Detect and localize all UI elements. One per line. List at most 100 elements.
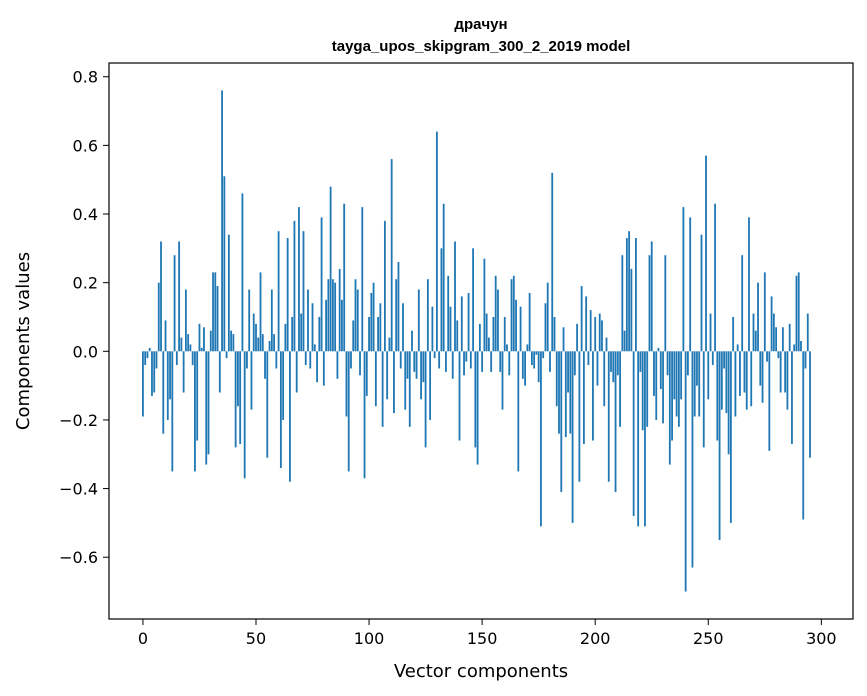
bar	[677, 351, 680, 427]
bar	[279, 351, 282, 468]
bar	[485, 313, 488, 352]
bar	[350, 351, 352, 369]
bar	[668, 351, 671, 465]
bar	[619, 351, 621, 427]
x-axis-label: Vector components	[394, 661, 568, 682]
bar	[225, 351, 228, 359]
bar	[729, 351, 732, 523]
bar	[447, 275, 450, 352]
bar	[451, 351, 454, 379]
bar	[424, 351, 427, 448]
bar	[657, 347, 660, 352]
bar	[501, 351, 504, 410]
bar	[200, 347, 203, 352]
bar	[241, 193, 244, 352]
bar	[535, 351, 538, 355]
bar	[488, 337, 490, 352]
bar	[338, 268, 341, 352]
bar	[698, 351, 701, 417]
bar	[519, 306, 522, 352]
bar	[221, 90, 223, 352]
bar	[313, 344, 316, 352]
bar	[616, 351, 619, 376]
bar	[318, 316, 321, 352]
bar	[736, 344, 739, 352]
bar	[691, 351, 694, 568]
bar	[610, 351, 612, 372]
bar	[603, 351, 606, 407]
bar	[203, 327, 205, 352]
bar	[325, 299, 327, 352]
bar	[277, 231, 280, 352]
bar	[576, 323, 579, 352]
y-tick-label: 0.4	[73, 205, 98, 224]
bar	[725, 351, 728, 414]
bar	[804, 351, 807, 369]
bar	[153, 351, 156, 393]
bar	[377, 316, 380, 352]
bar	[517, 351, 520, 472]
bar	[352, 320, 355, 352]
bar	[802, 351, 805, 520]
bar	[601, 320, 603, 352]
bar	[198, 323, 201, 352]
bar	[632, 351, 635, 517]
bar	[512, 275, 515, 352]
bar	[743, 351, 746, 393]
bar	[515, 299, 517, 352]
bar	[528, 292, 531, 352]
bar	[209, 330, 212, 352]
bar	[727, 351, 730, 455]
bar	[508, 351, 511, 376]
bar	[492, 316, 495, 352]
y-axis-label: Components values	[13, 252, 34, 430]
bar	[270, 289, 273, 352]
bar	[395, 279, 398, 352]
bar	[476, 351, 479, 465]
bar	[166, 351, 169, 420]
bar	[506, 344, 508, 352]
bar	[702, 351, 705, 448]
bar	[503, 316, 506, 352]
bar	[714, 203, 716, 352]
bar	[696, 351, 698, 386]
bar	[671, 351, 673, 441]
x-tick-label: 0	[138, 629, 148, 648]
bar	[148, 347, 151, 352]
bar	[184, 289, 187, 352]
bar	[173, 255, 176, 352]
bar	[490, 351, 493, 372]
bar	[569, 351, 572, 434]
bar	[555, 351, 558, 407]
bar	[320, 217, 323, 352]
bar	[641, 351, 644, 431]
bar	[239, 351, 242, 444]
bar	[779, 351, 782, 393]
bar	[711, 351, 714, 366]
bar	[374, 351, 377, 407]
bar	[766, 351, 768, 362]
bar	[637, 351, 640, 527]
bar	[526, 344, 529, 352]
bar	[481, 351, 484, 372]
bar	[648, 255, 651, 352]
bar	[693, 351, 696, 417]
bar	[809, 351, 811, 458]
bar	[214, 272, 217, 352]
bar	[216, 286, 219, 352]
bar	[680, 351, 683, 400]
bar	[388, 337, 391, 352]
bar	[644, 351, 646, 527]
bar	[524, 351, 526, 386]
y-tick-label: 0.6	[73, 136, 98, 155]
bar	[230, 330, 233, 352]
y-tick-label: −0.2	[59, 411, 98, 430]
bar	[759, 351, 762, 386]
bar	[653, 351, 655, 396]
bar	[431, 306, 434, 352]
bar	[630, 268, 633, 352]
bar	[542, 351, 545, 359]
bar	[571, 351, 574, 523]
bar	[553, 316, 556, 352]
